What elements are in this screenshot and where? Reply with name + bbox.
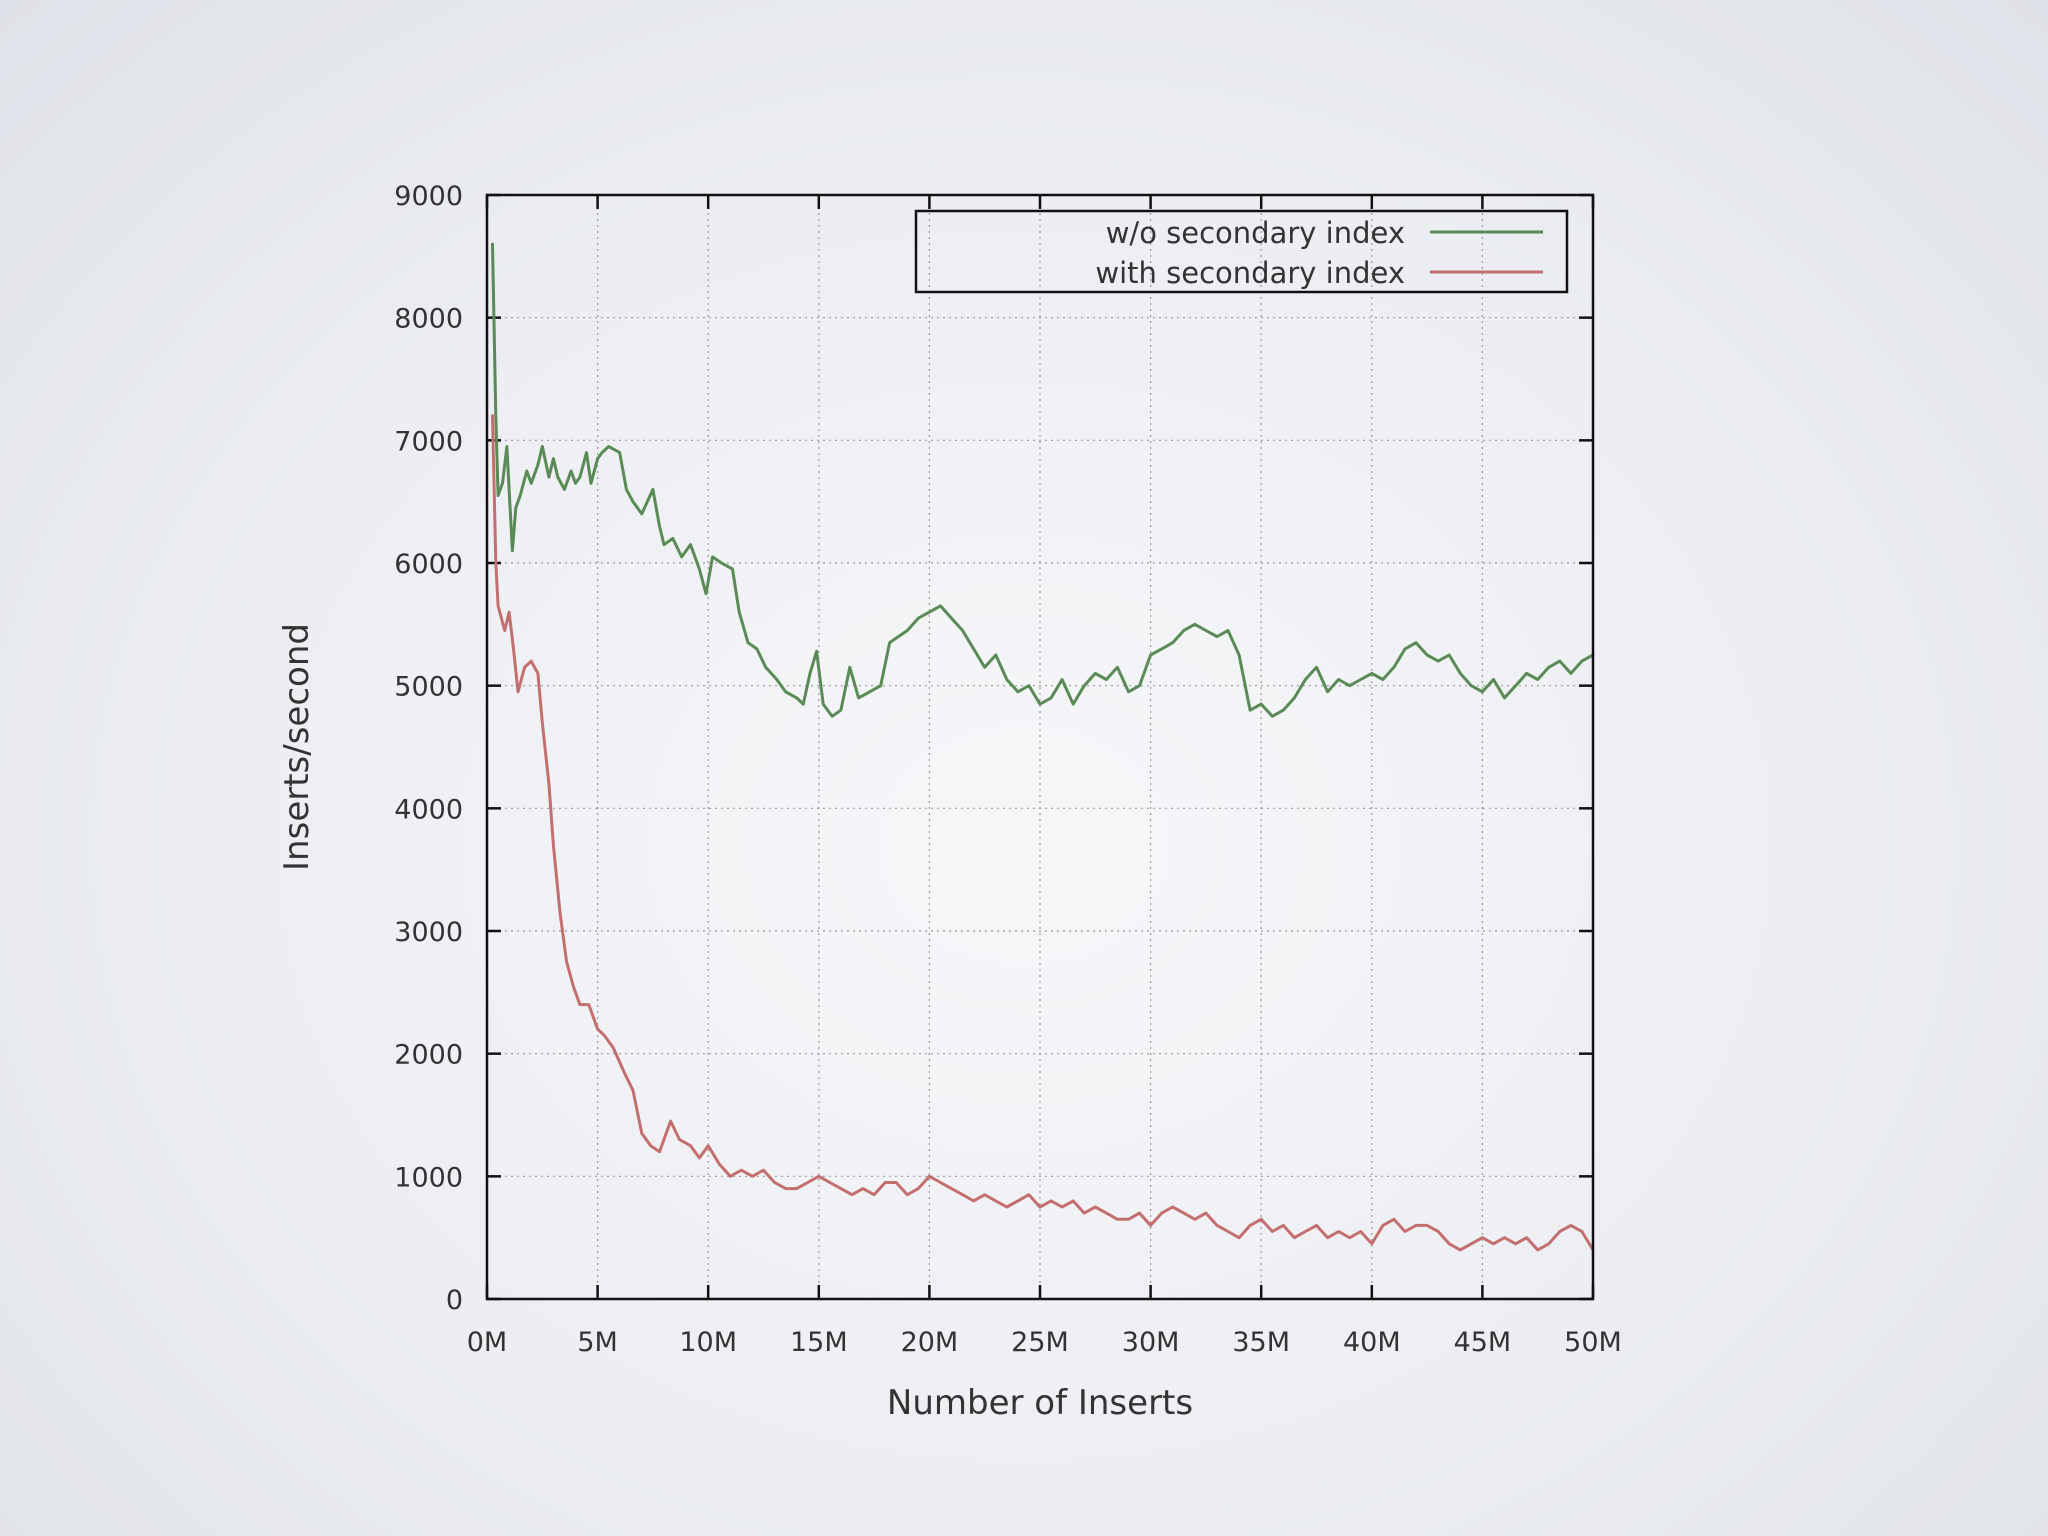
x-tick-label: 50M <box>1564 1327 1622 1358</box>
y-tick-label: 6000 <box>394 549 463 580</box>
x-tick-label: 40M <box>1343 1327 1401 1358</box>
x-tick-label: 45M <box>1454 1327 1512 1358</box>
y-tick-label: 4000 <box>394 794 463 825</box>
legend-label-with-index: with secondary index <box>1095 256 1405 290</box>
y-tick-label: 1000 <box>394 1162 463 1193</box>
tick-labels: 0M 5M 10M 15M 20M 25M 30M 35M 40M 45M 50M 0 1000 2000… <box>394 181 1622 1358</box>
y-tick-label: 5000 <box>394 672 463 703</box>
x-axis-title: Number of Inserts <box>887 1383 1193 1423</box>
y-tick-label: 0 <box>446 1285 463 1316</box>
series-line-without-index <box>491 242 1595 718</box>
x-tick-label: 25M <box>1011 1327 1069 1358</box>
x-tick-label: 30M <box>1122 1327 1180 1358</box>
legend-label-without-index: w/o secondary index <box>1106 216 1405 250</box>
legend-box <box>914 209 1569 294</box>
x-tick-label: 20M <box>901 1327 959 1358</box>
y-axis-title: Inserts/second <box>277 623 317 871</box>
x-tick-label: 5M <box>577 1327 617 1358</box>
legend: w/o secondary index with secondary index <box>914 209 1569 294</box>
x-tick-label: 0M <box>467 1327 507 1358</box>
y-tick-label: 8000 <box>394 304 463 335</box>
y-tick-label: 2000 <box>394 1040 463 1071</box>
x-tick-label: 15M <box>790 1327 848 1358</box>
series-lines <box>491 242 1595 1252</box>
y-tick-label: 3000 <box>394 917 463 948</box>
plot-frame <box>485 193 1595 1301</box>
series-line-with-index <box>491 414 1595 1252</box>
x-tick-label: 10M <box>679 1327 737 1358</box>
x-tick-label: 35M <box>1232 1327 1290 1358</box>
y-tick-label: 9000 <box>394 181 463 212</box>
y-tick-label: 7000 <box>394 426 463 457</box>
grid-lines <box>487 195 1593 1299</box>
